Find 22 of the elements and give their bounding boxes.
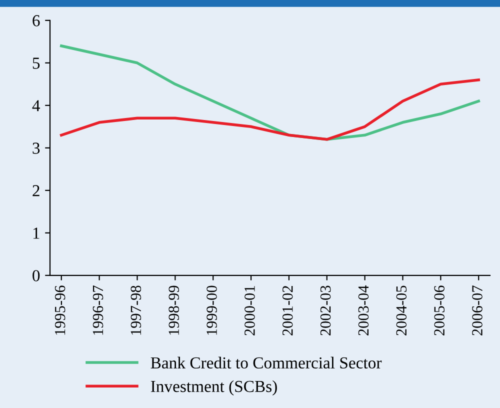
x-tick-label: 2003-04 xyxy=(358,285,369,336)
x-tick-label: 1998-99 xyxy=(168,286,179,335)
y-tick-label: 2 xyxy=(32,185,40,196)
x-tick-label: 2002-03 xyxy=(320,286,331,336)
x-tick-label: 1995-96 xyxy=(54,286,66,335)
legend-label: Bank Credit to Commercial Sector xyxy=(150,356,382,369)
y-tick-label: 1 xyxy=(33,228,40,239)
y-tick-label: 5 xyxy=(32,58,40,69)
x-tick-label: 1997-98 xyxy=(130,286,142,335)
x-tick-label: 2000-01 xyxy=(244,286,255,336)
x-tick-label: 2004-05 xyxy=(396,286,407,336)
y-tick-label: 3 xyxy=(32,142,40,154)
x-tick-label: 2006-07 xyxy=(472,286,482,336)
y-tick-label: 4 xyxy=(32,100,40,112)
x-tick-label: 2001-02 xyxy=(282,286,293,336)
y-tick-label: 0 xyxy=(32,270,40,282)
y-tick-label: 6 xyxy=(32,15,40,26)
x-tick-label: 1996-97 xyxy=(92,286,104,335)
line-series xyxy=(60,78,480,141)
x-tick-label: 1999-00 xyxy=(206,286,217,335)
x-tick-label: 2005-06 xyxy=(434,286,445,336)
legend-label: Investment (SCBs) xyxy=(150,380,277,396)
